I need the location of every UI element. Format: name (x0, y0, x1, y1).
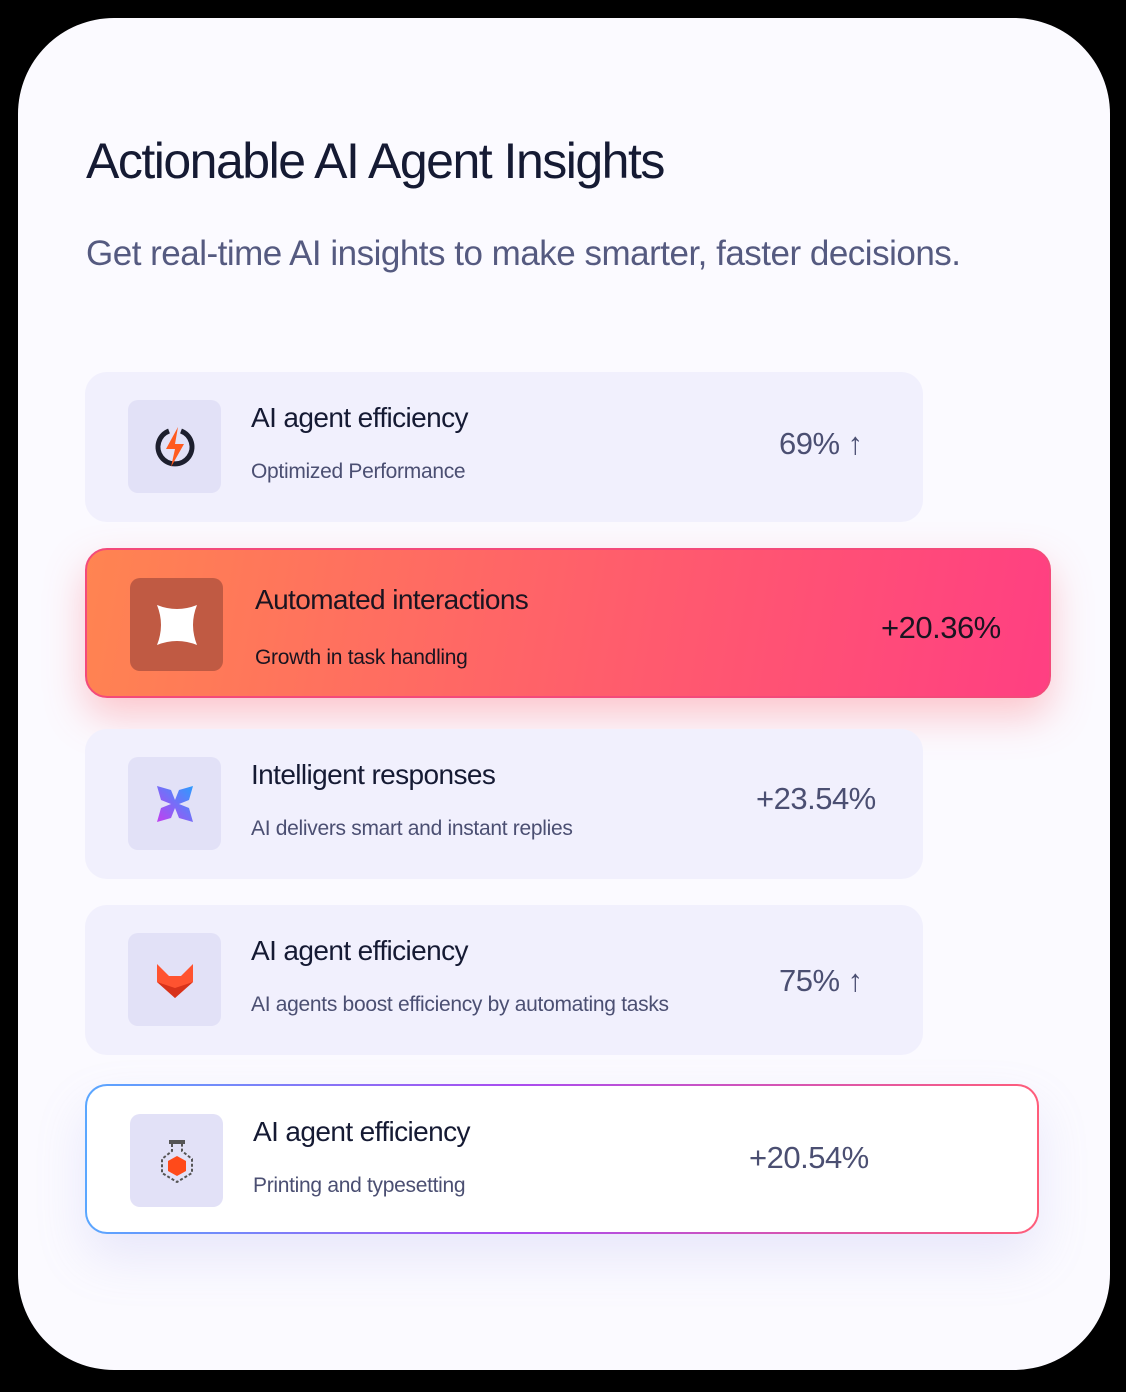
sparkle-square-icon (130, 578, 223, 671)
card-subtitle: Growth in task handling (255, 646, 468, 669)
lightning-icon (128, 400, 221, 493)
card-subtitle: AI agents boost efficiency by automating… (251, 993, 669, 1016)
card-value: 75% ↑ (779, 963, 863, 998)
card-title: AI agent efficiency (251, 935, 469, 966)
flask-icon (130, 1114, 223, 1207)
card-value: +23.54% (756, 781, 876, 816)
card-value: +20.36% (881, 610, 1001, 645)
card-title: Intelligent responses (251, 759, 496, 790)
card-title: AI agent efficiency (251, 402, 469, 433)
insight-card[interactable]: Intelligent responses AI delivers smart … (85, 729, 923, 879)
insight-card-highlighted[interactable]: Automated interactions Growth in task ha… (85, 548, 1051, 698)
card-subtitle: AI delivers smart and instant replies (251, 817, 573, 840)
pinwheel-icon (128, 757, 221, 850)
insights-panel: Actionable AI Agent Insights Get real-ti… (18, 18, 1110, 1370)
insight-card[interactable]: AI agent efficiency Optimized Performanc… (85, 372, 923, 522)
card-subtitle: Optimized Performance (251, 460, 466, 483)
fox-icon (128, 933, 221, 1026)
card-title: Automated interactions (255, 584, 529, 615)
card-value: 69% ↑ (779, 426, 863, 461)
insight-card[interactable]: AI agent efficiency AI agents boost effi… (85, 905, 923, 1055)
page-subtitle: Get real-time AI insights to make smarte… (86, 234, 961, 273)
page-title: Actionable AI Agent Insights (86, 133, 665, 189)
card-value: +20.54% (749, 1140, 869, 1175)
insight-card[interactable]: AI agent efficiency Printing and typeset… (85, 1084, 1039, 1234)
card-subtitle: Printing and typesetting (253, 1174, 466, 1197)
card-title: AI agent efficiency (253, 1116, 471, 1147)
